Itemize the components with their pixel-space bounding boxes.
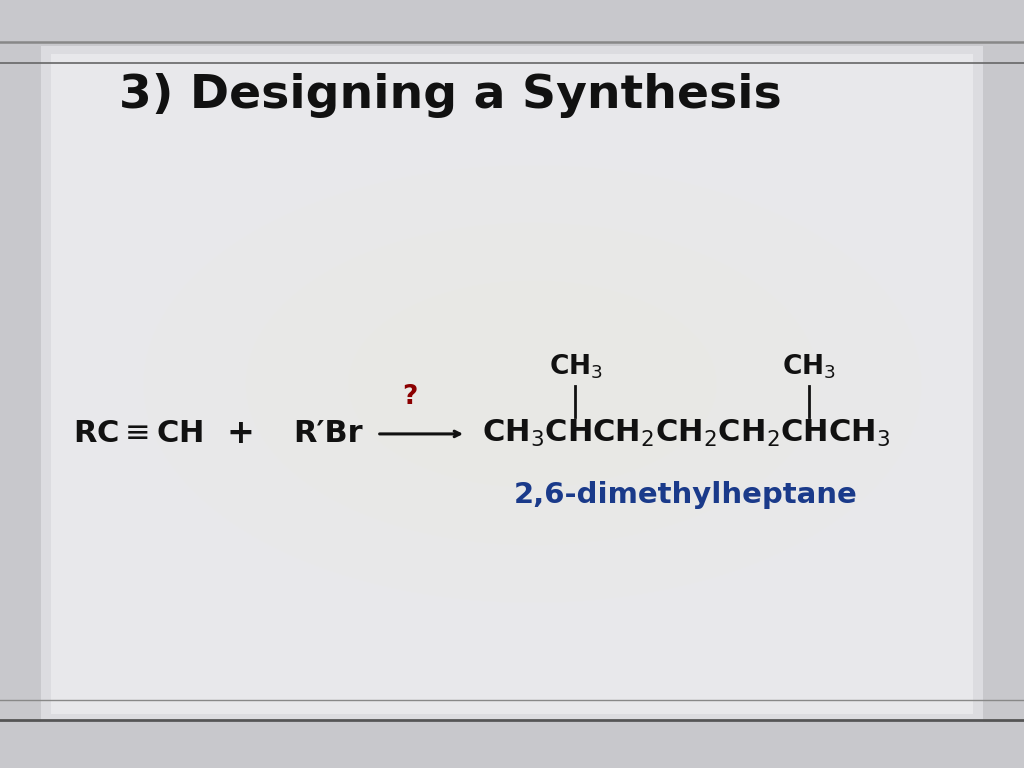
Text: CH$_3$: CH$_3$ <box>549 352 602 381</box>
Text: CH$_3$: CH$_3$ <box>782 352 836 381</box>
Text: CH$_3$CHCH$_2$CH$_2$CH$_2$CHCH$_3$: CH$_3$CHCH$_2$CH$_2$CH$_2$CHCH$_3$ <box>482 419 890 449</box>
Bar <box>51 54 973 714</box>
Text: +: + <box>226 418 255 450</box>
Text: RC$\equiv$CH: RC$\equiv$CH <box>73 419 204 449</box>
Text: ?: ? <box>401 384 418 410</box>
Ellipse shape <box>246 223 819 545</box>
Ellipse shape <box>348 280 717 488</box>
Text: R′Br: R′Br <box>293 419 362 449</box>
Ellipse shape <box>143 165 922 603</box>
Text: 2,6-dimethylheptane: 2,6-dimethylheptane <box>514 482 858 509</box>
Bar <box>41 46 983 722</box>
Text: 3) Designing a Synthesis: 3) Designing a Synthesis <box>119 74 782 118</box>
